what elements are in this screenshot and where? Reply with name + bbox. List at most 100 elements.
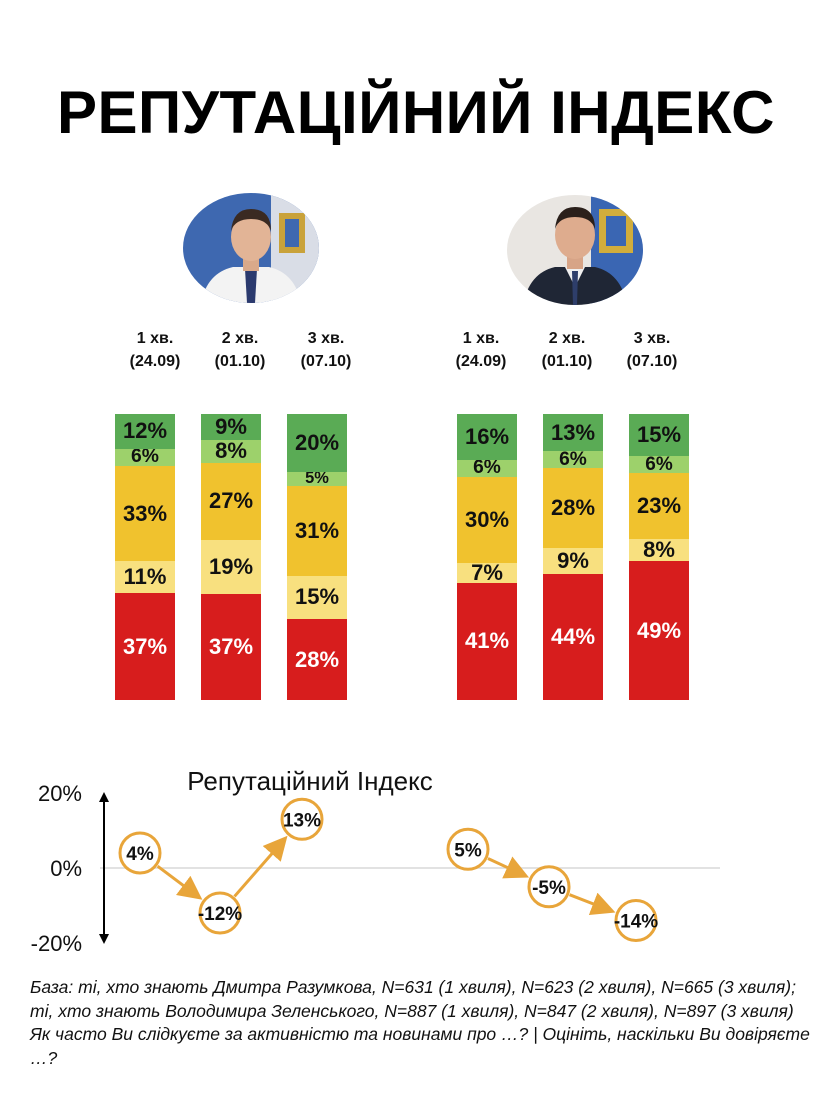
reputation-index-line-chart: Репутаційний Індекс 20% 0% -20% 4% -12% 13% 5… <box>31 766 720 956</box>
bar-segment: 11% <box>115 561 175 594</box>
bar-segment: 15% <box>287 575 347 620</box>
wave-name: 1 хв. <box>136 330 174 347</box>
bar-segment: 13% <box>543 414 603 452</box>
line-point <box>118 831 162 875</box>
arrow-down-icon <box>99 934 109 944</box>
bar-segment: 5% <box>287 471 347 487</box>
bar-segment: 23% <box>629 473 689 539</box>
bar-segment-label: 6% <box>645 456 673 474</box>
bar-segment-label: 9% <box>557 548 589 574</box>
wave-label-1: 1 хв. (24.09) <box>115 327 195 373</box>
y-tick-label: -20% <box>31 931 82 956</box>
bar-segment-label: 6% <box>131 448 159 466</box>
avatar-razumkov <box>183 193 319 303</box>
trend-arrow <box>568 892 616 916</box>
bar-segment-label: 6% <box>559 451 587 469</box>
bar-segment: 9% <box>201 414 261 440</box>
arrow-up-icon <box>99 792 109 802</box>
bar-segment: 28% <box>543 468 603 549</box>
bar-segment-label: 7% <box>471 562 503 583</box>
bar-segment-label: 8% <box>643 538 675 562</box>
bar-segment-label: 37% <box>122 633 168 659</box>
wave-date: (01.10) <box>214 353 266 370</box>
footnote: База: ті, хто знають Дмитра Разумкова, N… <box>30 976 810 1070</box>
page-title: РЕПУТАЦІЙНИЙ ІНДЕКС <box>57 79 775 146</box>
bar-segment: 8% <box>629 538 689 562</box>
bar-segment-label: 11% <box>123 564 167 590</box>
bar-segment-label: 49% <box>636 617 682 643</box>
stacked-bar-1-3: 28% 15% 31% 5% 20% <box>287 414 347 700</box>
stacked-bar-2-1: 41% 7% 30% 6% 16% <box>457 414 517 700</box>
bar-segment-label: 13% <box>550 419 596 445</box>
bar-segment-label: 12% <box>122 418 168 444</box>
wave-date: (24.09) <box>455 353 507 370</box>
wave-name: 1 хв. <box>462 330 500 347</box>
wave-label-2: 2 хв. (01.10) <box>527 327 607 373</box>
stacked-bar-2-3: 49% 8% 23% 6% 15% <box>629 414 689 700</box>
line-point-label: 13% <box>283 810 321 831</box>
footnote-base: База: ті, хто знають Дмитра Разумкова, N… <box>30 977 796 1021</box>
bar-segment: 27% <box>201 462 261 540</box>
bar-segment: 37% <box>115 593 175 700</box>
y-tick-label: 20% <box>38 781 82 806</box>
trend-arrow <box>156 864 203 900</box>
line-point-label: 5% <box>454 840 482 861</box>
line-point-label: 4% <box>126 844 154 865</box>
bar-segment: 6% <box>629 456 689 474</box>
line-chart-title: Репутаційний Індекс <box>187 766 433 796</box>
bar-segment-label: 16% <box>464 423 510 449</box>
bar-segment: 16% <box>457 414 517 460</box>
bar-segment-label: 8% <box>215 439 247 463</box>
bar-segment-label: 23% <box>636 493 682 519</box>
line-point-label: -14% <box>614 912 658 933</box>
wave-name: 2 хв. <box>221 330 259 347</box>
bar-segment-label: 30% <box>464 506 510 532</box>
wave-date: (07.10) <box>626 353 678 370</box>
y-tick-label: 0% <box>50 856 82 881</box>
bar-segment: 37% <box>201 594 261 700</box>
stacked-bar-1-2: 37% 19% 27% 8% 9% <box>201 414 261 700</box>
wave-date: (24.09) <box>129 353 181 370</box>
bar-segment: 44% <box>543 574 603 700</box>
bar-segment: 41% <box>457 582 517 700</box>
wave-label-3: 3 хв. (07.10) <box>286 327 366 373</box>
bar-segment: 49% <box>629 561 689 700</box>
bar-segment-label: 37% <box>208 634 254 660</box>
stacked-bar-2-2: 44% 9% 28% 6% 13% <box>543 414 603 700</box>
bar-segment: 19% <box>201 539 261 595</box>
portrait-razumkov <box>183 193 319 303</box>
bar-segment-label: 31% <box>294 517 340 543</box>
line-point-label: -5% <box>532 878 566 899</box>
line-point <box>614 899 658 942</box>
bar-segment-label: 15% <box>294 584 340 610</box>
wave-label-1: 1 хв. (24.09) <box>441 327 521 373</box>
trend-arrow <box>487 856 530 879</box>
bar-segment-label: 9% <box>215 414 247 439</box>
line-point <box>446 827 490 871</box>
bar-segment: 8% <box>201 439 261 463</box>
bar-segment-label: 19% <box>208 553 254 579</box>
wave-date: (07.10) <box>300 353 352 370</box>
footnote-question: Як часто Ви слідкуєте за активністю та н… <box>30 1024 810 1068</box>
bar-segment: 9% <box>543 548 603 575</box>
bar-segment: 30% <box>457 476 517 563</box>
line-point-label: -12% <box>198 904 242 925</box>
trend-arrow <box>233 835 288 898</box>
wave-label-2: 2 хв. (01.10) <box>200 327 280 373</box>
bar-segment-label: 28% <box>294 646 340 672</box>
line-point <box>527 865 571 909</box>
line-point <box>280 797 324 841</box>
wave-date: (01.10) <box>541 353 593 370</box>
bar-segment: 15% <box>629 414 689 457</box>
bar-segment-label: 27% <box>208 488 254 514</box>
wave-name: 3 хв. <box>307 330 345 347</box>
bar-segment-label: 44% <box>550 624 596 650</box>
bar-segment: 20% <box>287 414 347 472</box>
wave-name: 2 хв. <box>548 330 586 347</box>
bar-segment-label: 20% <box>294 429 340 455</box>
bar-segment: 31% <box>287 486 347 576</box>
line-point <box>198 891 242 935</box>
bar-segment-label: 6% <box>473 459 501 477</box>
bar-segment-label: 5% <box>305 471 329 487</box>
